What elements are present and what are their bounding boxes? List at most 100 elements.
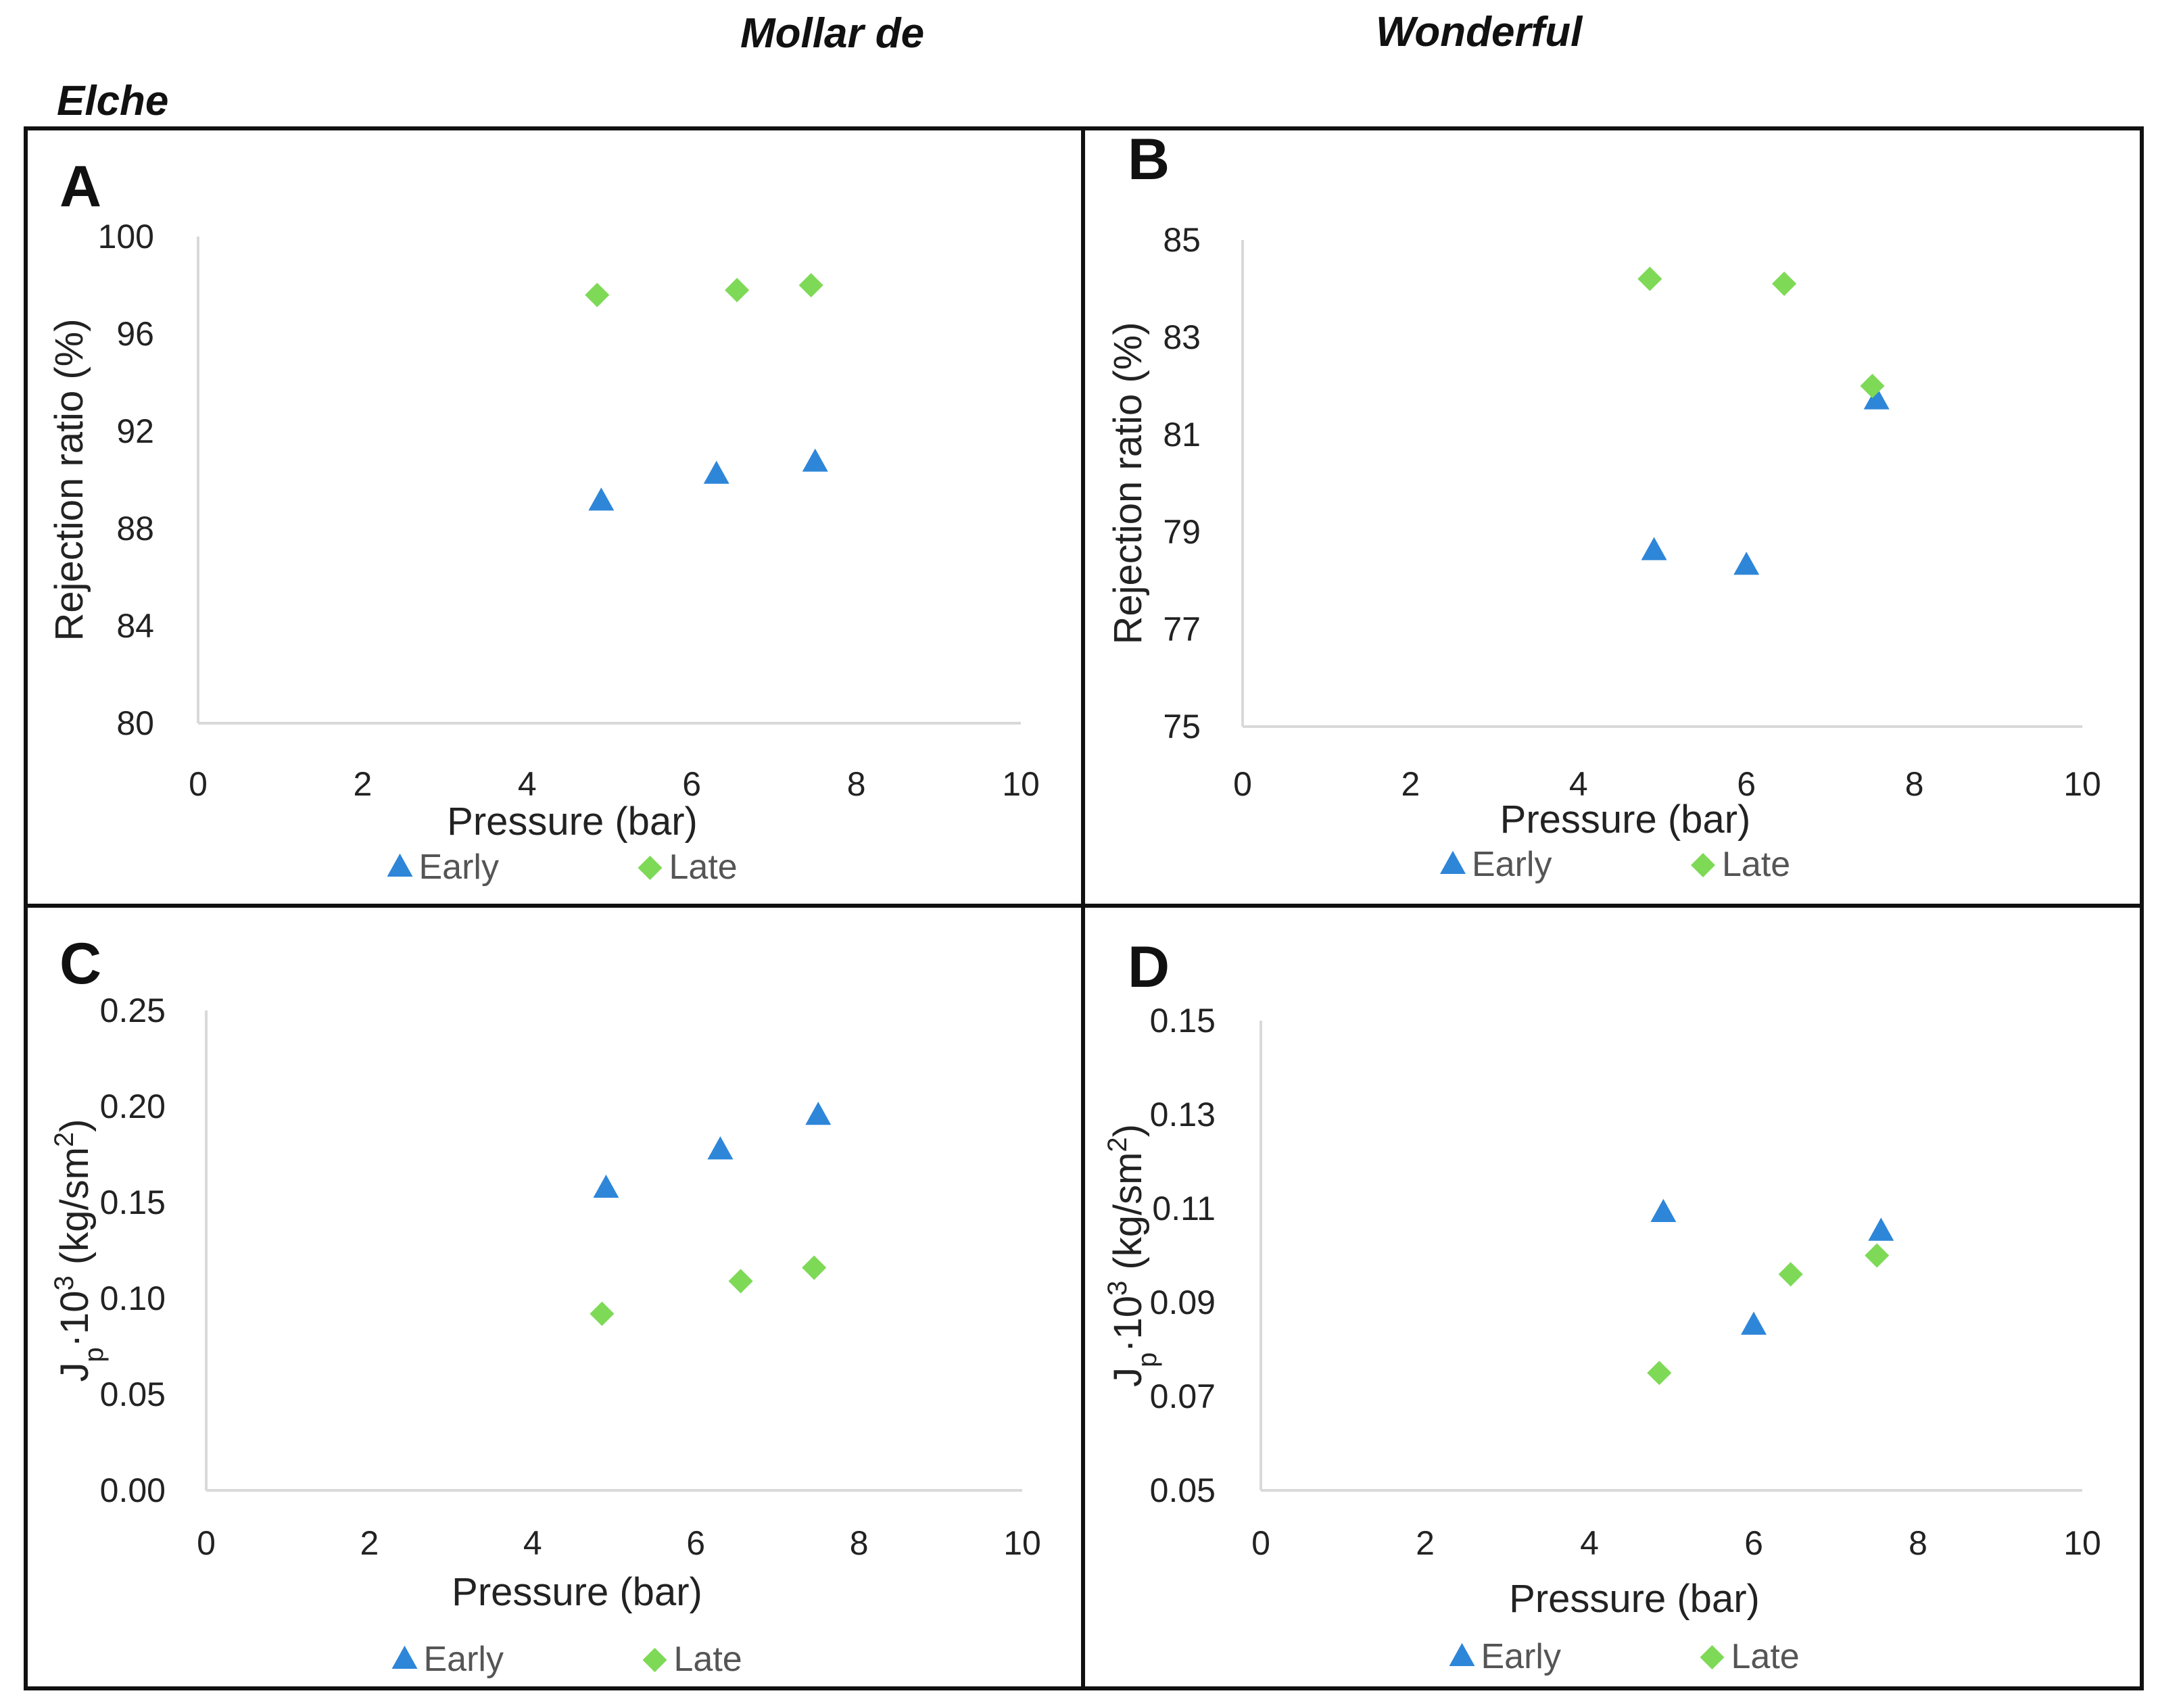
y-tick-label: 92	[116, 412, 154, 450]
panel-label: D	[1128, 935, 1170, 1000]
panel-frame	[24, 126, 1085, 908]
early-point	[1863, 386, 1890, 410]
legend-late-label: Late	[674, 1640, 742, 1679]
y-tick-label: 81	[1163, 416, 1201, 454]
x-tick-label: 6	[1744, 1524, 1763, 1562]
y-tick-label: 75	[1163, 708, 1201, 746]
legend-late-marker	[638, 856, 663, 880]
x-tick-label: 10	[2063, 1524, 2101, 1562]
early-point	[1733, 552, 1760, 575]
y-tick-label: 100	[98, 218, 154, 255]
late-point	[1637, 266, 1662, 291]
panel-b: B 0 2 4 6 8 10 75 77 79 81 83 85 Pressure (bar) Reject…	[1081, 126, 2144, 908]
x-tick-label: 2	[1416, 1524, 1435, 1562]
x-tick-label: 4	[523, 1524, 542, 1562]
y-tick-label: 77	[1163, 610, 1201, 648]
late-point	[1772, 271, 1797, 296]
x-tick-label: 2	[353, 765, 372, 803]
early-point	[1741, 1311, 1767, 1335]
header-mollar-de: Mollar de	[740, 10, 924, 57]
legend-early-label: Early	[1472, 845, 1552, 884]
late-point	[798, 272, 823, 298]
x-tick-label: 8	[847, 765, 866, 803]
x-tick-label: 4	[1580, 1524, 1599, 1562]
y-axis-label: Rejection ratio (%)	[1106, 322, 1150, 644]
y-tick-label: 0.15	[100, 1184, 166, 1221]
y-tick-label: 0.05	[100, 1375, 166, 1413]
panel-label: B	[1128, 127, 1170, 192]
legend-late-label: Late	[669, 848, 738, 887]
y-tick-label: 0.13	[1150, 1096, 1216, 1133]
early-point	[1650, 1198, 1677, 1222]
y-tick-label: 0.20	[100, 1088, 166, 1125]
y-tick-label: 80	[116, 704, 154, 742]
legend-late-marker	[1691, 853, 1715, 877]
late-point	[590, 1301, 615, 1326]
x-tick-label: 0	[1233, 765, 1252, 803]
x-tick-label: 6	[682, 765, 701, 803]
y-tick-label: 84	[116, 607, 154, 645]
x-tick-label: 10	[1002, 765, 1040, 803]
early-point	[707, 1136, 734, 1160]
late-point	[585, 283, 610, 308]
legend-late-marker	[642, 1648, 667, 1672]
x-tick-label: 0	[189, 765, 208, 803]
y-tick-label: 88	[116, 510, 154, 547]
late-point	[728, 1269, 753, 1294]
panel-d: D 0 2 4 6 8 10 0.05 0.07 0.09 0.11 0.13 0.15 Pressure…	[1081, 904, 2144, 1690]
legend-early-label: Early	[1481, 1637, 1561, 1676]
panel-frame	[1081, 904, 2144, 1690]
x-axis-label: Pressure (bar)	[447, 800, 698, 844]
y-tick-label: 0.25	[100, 992, 166, 1029]
x-tick-label: 10	[2063, 765, 2101, 803]
late-point	[802, 1255, 827, 1280]
panel-label: A	[59, 154, 101, 219]
y-tick-label: 0.15	[1150, 1002, 1216, 1040]
y-axis-label: Jp·103 (kg/sm2)	[49, 1119, 109, 1382]
early-point	[703, 460, 729, 484]
x-axis-label: Pressure (bar)	[1500, 798, 1751, 841]
early-point	[593, 1174, 619, 1198]
legend-early-marker	[1449, 1642, 1475, 1666]
x-tick-label: 0	[1251, 1524, 1270, 1562]
panel-c: C 0 2 4 6 8 10 0.00 0.05 0.10 0.15 0.20 0.25 Pressure…	[24, 904, 1085, 1690]
panel-a: A 0 2 4 6 8 10 80 84 88 92 96 100 Pressure (bar) Rejec…	[24, 126, 1085, 908]
y-tick-label: 83	[1163, 318, 1201, 356]
panel-label: C	[59, 931, 101, 996]
early-point	[1641, 537, 1667, 560]
y-tick-label: 0.11	[1152, 1190, 1216, 1227]
x-tick-label: 10	[1003, 1524, 1041, 1562]
x-tick-label: 0	[197, 1524, 216, 1562]
x-tick-label: 4	[518, 765, 537, 803]
x-axis-label: Pressure (bar)	[452, 1570, 702, 1614]
y-tick-label: 79	[1163, 513, 1201, 551]
late-point	[1865, 1243, 1890, 1268]
x-axis-label: Pressure (bar)	[1509, 1577, 1760, 1621]
y-tick-label: 0.07	[1150, 1377, 1216, 1415]
early-point	[588, 487, 615, 511]
y-tick-label: 0.09	[1150, 1284, 1216, 1321]
x-tick-label: 8	[1905, 765, 1924, 803]
early-point	[805, 1101, 832, 1125]
x-tick-label: 4	[1569, 765, 1588, 803]
legend-early-label: Early	[424, 1640, 504, 1679]
late-point	[725, 278, 750, 303]
x-tick-label: 8	[1909, 1524, 1927, 1562]
legend-late-label: Late	[1731, 1637, 1800, 1676]
late-point	[1778, 1262, 1803, 1287]
x-tick-label: 2	[360, 1524, 379, 1562]
late-point	[1647, 1361, 1672, 1386]
legend-early-marker	[1440, 850, 1466, 874]
early-point	[1868, 1217, 1894, 1241]
y-axis-label: Rejection ratio (%)	[47, 318, 91, 641]
x-tick-label: 8	[850, 1524, 869, 1562]
header-elche: Elche	[57, 78, 168, 124]
x-tick-label: 6	[686, 1524, 705, 1562]
legend-early-marker	[391, 1645, 418, 1669]
y-tick-label: 85	[1163, 221, 1201, 259]
y-tick-label: 96	[116, 315, 154, 353]
header-wonderful: Wonderful	[1376, 9, 1583, 55]
y-tick-label: 0.00	[100, 1471, 166, 1509]
